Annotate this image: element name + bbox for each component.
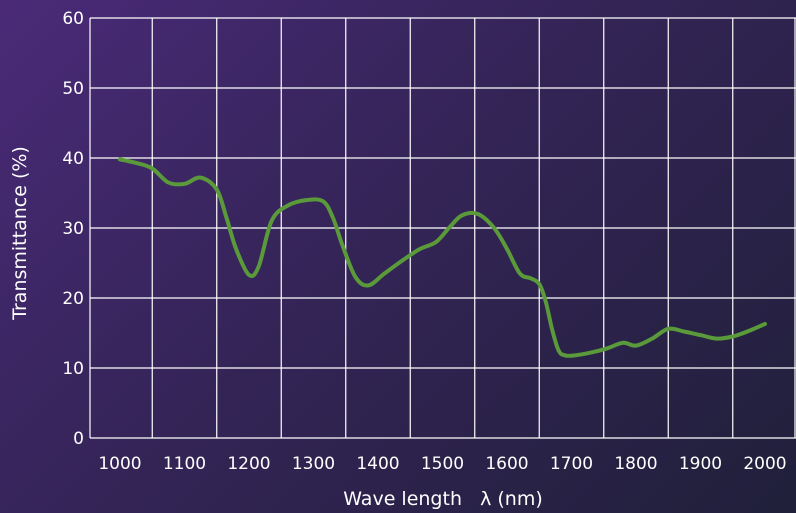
- x-tick-label: 1200: [227, 454, 270, 474]
- y-tick-label: 50: [62, 79, 84, 99]
- x-tick-label: 1400: [356, 454, 399, 474]
- y-axis-title: Transmittance (%): [9, 146, 31, 321]
- x-tick-label: 1700: [550, 454, 593, 474]
- x-tick-label: 1100: [163, 454, 206, 474]
- x-axis-title: Wave length λ (nm): [343, 488, 543, 510]
- x-tick-label: 1800: [614, 454, 657, 474]
- x-tick-label: 1000: [98, 454, 141, 474]
- x-tick-label: 1900: [679, 454, 722, 474]
- y-tick-labels: 0 10 20 30 40 50 60: [62, 9, 84, 449]
- y-tick-label: 30: [62, 219, 84, 239]
- y-tick-label: 40: [62, 149, 84, 169]
- x-tick-label: 1600: [485, 454, 528, 474]
- series-line: [118, 157, 767, 358]
- y-tick-label: 60: [62, 9, 84, 29]
- x-tick-label: 1500: [421, 454, 464, 474]
- y-tick-label: 0: [73, 429, 84, 449]
- x-tick-labels: 1000 1100 1200 1300 1400 1500 1600 1700 1800 1900…: [98, 454, 786, 474]
- grid: [89, 17, 796, 439]
- y-tick-label: 20: [62, 289, 84, 309]
- series-lines: [118, 157, 767, 358]
- x-tick-label: 1300: [292, 454, 335, 474]
- x-tick-label: 2000: [743, 454, 786, 474]
- y-tick-label: 10: [62, 359, 84, 379]
